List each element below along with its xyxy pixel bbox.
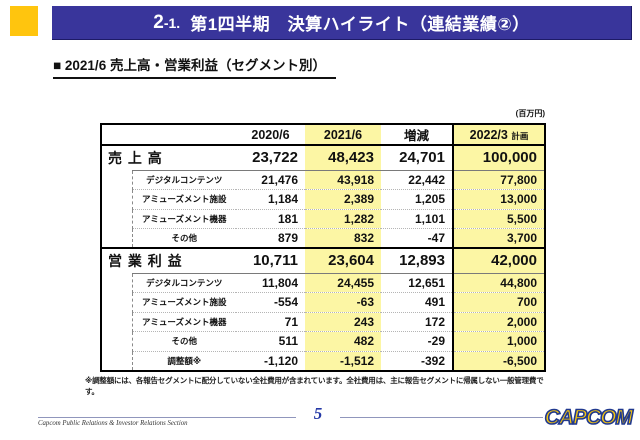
indent-cell: [101, 228, 133, 248]
cell-value: 77,800: [452, 169, 546, 190]
cell-value: 5,500: [452, 208, 546, 229]
cell-value: 10,711: [236, 247, 305, 273]
col-header-plan-year: 2022/3: [469, 127, 508, 142]
corner-cell: [101, 124, 236, 146]
cell-value: 100,000: [452, 145, 546, 170]
cell-value: 243: [305, 311, 381, 332]
cell-value: 172: [381, 311, 453, 332]
indent-cell: [101, 189, 133, 209]
row-label: アミューズメント機器: [132, 208, 236, 229]
cell-value: 832: [305, 228, 381, 248]
cell-value: 491: [381, 292, 453, 312]
row-label: 調整額※: [132, 350, 236, 371]
indent-cell: [101, 351, 133, 371]
cell-value: 21,476: [236, 169, 305, 190]
page-number: 5: [296, 404, 340, 424]
table-row-amusement-equipments-profit: アミューズメント機器 71 243 172 2,000: [101, 311, 546, 332]
cell-value: 71: [236, 311, 305, 332]
cell-value: 44,800: [452, 272, 546, 293]
col-header-change: 増減: [381, 124, 453, 146]
row-label: デジタルコンテンツ: [132, 169, 236, 190]
footer-credit-text: Capcom Public Relations & Investor Relat…: [38, 420, 188, 427]
cell-value: 181: [236, 208, 305, 229]
cell-value: 2,000: [452, 311, 546, 332]
slide-title-section-suffix: -1.: [163, 14, 181, 31]
adjustments-footnote: ※調整額には、各報告セグメントに配分していない全社費用が含まれています。全社費用…: [85, 376, 544, 396]
cell-value: 1,184: [236, 189, 305, 209]
table-row-amusement-facilities-sales: アミューズメント施設 1,184 2,389 1,205 13,000: [101, 189, 546, 209]
cell-value: 1,101: [381, 208, 453, 229]
unit-label: (百万円): [515, 109, 545, 118]
cell-value: -29: [381, 331, 453, 351]
cell-value: 482: [305, 331, 381, 351]
col-header-2020-6: 2020/6: [236, 124, 305, 146]
table-row-digital-contents-sales: デジタルコンテンツ 21,476 43,918 22,442 77,800: [101, 169, 546, 190]
cell-value: -554: [236, 292, 305, 312]
cell-value: 42,000: [452, 247, 546, 273]
cell-value: 879: [236, 228, 305, 248]
cell-value: 1,205: [381, 189, 453, 209]
row-label: アミューズメント施設: [132, 292, 236, 312]
cell-value: 12,893: [381, 247, 453, 273]
cell-value: 24,455: [305, 272, 381, 293]
cell-value: 11,804: [236, 272, 305, 293]
segment-table: 2020/6 2021/6 増減 2022/3 計画 売 上 高 23,722 …: [100, 123, 546, 372]
col-header-plan-label: 計画: [511, 130, 529, 141]
col-header-plan: 2022/3 計画: [452, 124, 546, 146]
indent-cell: [101, 170, 133, 190]
table-row-operating-income: 営 業 利 益 10,711 23,604 12,893 42,000: [101, 247, 546, 273]
cell-value: -6,500: [452, 350, 546, 371]
cell-value: -63: [305, 292, 381, 312]
table-row-adjustments: 調整額※ -1,120 -1,512 -392 -6,500: [101, 350, 546, 371]
cell-value: 43,918: [305, 169, 381, 190]
table-row-other-sales: その他 879 832 -47 3,700: [101, 228, 546, 248]
yellow-tag-square: [10, 6, 38, 36]
capcom-logo: CAPCOM: [542, 405, 634, 430]
table-row-amusement-equipments-sales: アミューズメント機器 181 1,282 1,101 5,500: [101, 208, 546, 229]
table-row-other-profit: その他 511 482 -29 1,000: [101, 331, 546, 351]
row-label: デジタルコンテンツ: [132, 272, 236, 293]
cell-value: 511: [236, 331, 305, 351]
cell-value: 700: [452, 292, 546, 312]
table-row-net-sales: 売 上 高 23,722 48,423 24,701 100,000: [101, 145, 546, 170]
cell-value: -1,512: [305, 350, 381, 371]
row-label: 営 業 利 益: [101, 247, 236, 273]
cell-value: 3,700: [452, 228, 546, 248]
indent-cell: [101, 209, 133, 229]
row-label: 売 上 高: [108, 149, 163, 166]
indent-cell: [101, 273, 133, 293]
cell-value: 2,389: [305, 189, 381, 209]
indent-cell: [101, 312, 133, 332]
table-row-digital-contents-profit: デジタルコンテンツ 11,804 24,455 12,651 44,800: [101, 272, 546, 293]
cell-value: 1,000: [452, 331, 546, 351]
row-label: その他: [132, 228, 236, 248]
table-row-amusement-facilities-profit: アミューズメント施設 -554 -63 491 700: [101, 292, 546, 312]
cell-value: 12,651: [381, 272, 453, 293]
cell-value: -47: [381, 228, 453, 248]
cell-value: 23,604: [305, 247, 381, 273]
cell-value: -1,120: [236, 350, 305, 371]
cell-value: 24,701: [399, 149, 445, 167]
col-header-2021-6: 2021/6: [305, 124, 381, 146]
slide-title-section-number: 2: [153, 11, 164, 33]
cell-value: 1,282: [305, 208, 381, 229]
cell-value: -392: [381, 350, 453, 371]
cell-value: 48,423: [305, 145, 381, 170]
row-label: アミューズメント施設: [132, 189, 236, 209]
cell-value: 13,000: [452, 189, 546, 209]
table-header-row: 2020/6 2021/6 増減 2022/3 計画: [101, 124, 546, 146]
cell-value: 22,442: [381, 169, 453, 190]
cell-value: 23,722: [252, 149, 298, 167]
slide-title-band: 2 -1. 第1四半期 決算ハイライト（連結業績②）: [52, 6, 632, 40]
indent-cell: [101, 331, 133, 351]
indent-cell: [101, 292, 133, 312]
segment-table-wrapper: 2020/6 2021/6 増減 2022/3 計画 売 上 高 23,722 …: [100, 123, 546, 372]
row-label: その他: [132, 331, 236, 351]
row-label: アミューズメント機器: [132, 311, 236, 332]
slide-title: 第1四半期 決算ハイライト（連結業績②）: [190, 15, 530, 34]
section-subtitle: ■ 2021/6 売上高・営業利益（セグメント別）: [53, 54, 336, 79]
